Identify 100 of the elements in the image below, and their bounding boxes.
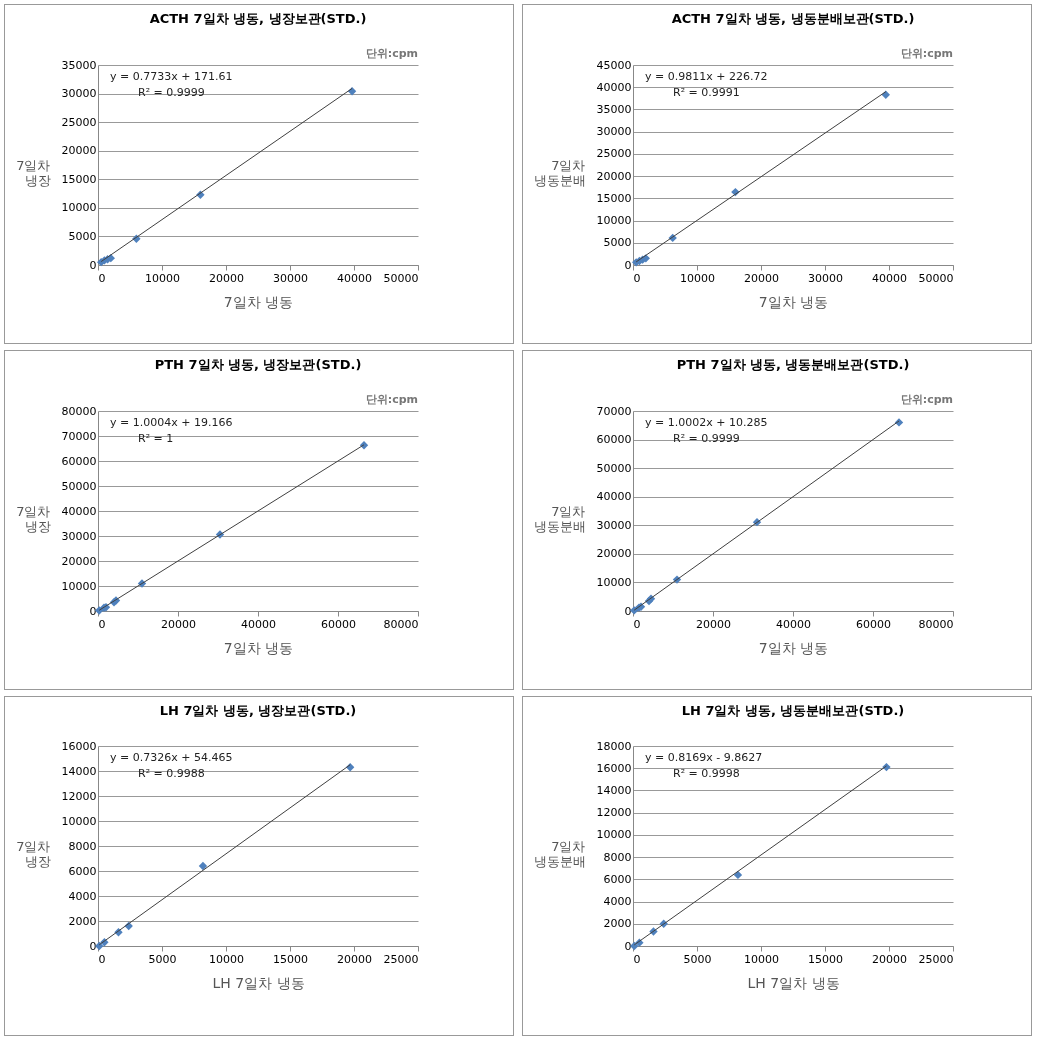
annotation: y = 1.0002x + 10.285 xyxy=(645,416,768,429)
annotation: y = 0.9811x + 226.72 xyxy=(645,70,768,83)
y-tick-label: 50000 xyxy=(61,479,97,493)
y-tick-label: 6000 xyxy=(603,872,632,886)
x-tick-label: 20000 xyxy=(744,271,779,285)
chart-title: ACTH 7일차 냉동, 냉장보관(STD.) xyxy=(149,11,367,26)
y-tick-label: 30000 xyxy=(61,529,97,543)
x-tick-label: 40000 xyxy=(872,271,907,285)
y-tick-label: 18000 xyxy=(596,739,632,753)
x-axis-title: 7일차 냉동 xyxy=(758,639,829,656)
chart-subtitle: 단위:cpm xyxy=(365,393,418,406)
x-tick-label: 30000 xyxy=(808,271,843,285)
x-axis-title: 7일차 냉동 xyxy=(758,293,829,310)
y-tick-label: 6000 xyxy=(68,864,97,878)
x-tick-label: 15000 xyxy=(808,952,843,966)
x-tick-label: 20000 xyxy=(337,952,372,966)
y-tick-label: 10000 xyxy=(596,575,632,589)
annotation: R² = 0.9991 xyxy=(673,86,740,99)
y-tick-label: 50000 xyxy=(596,461,632,475)
x-tick-label: 20000 xyxy=(161,617,196,631)
annotation: y = 1.0004x + 19.166 xyxy=(110,416,233,429)
y-tick-label: 60000 xyxy=(61,454,97,468)
y-tick-label: 10000 xyxy=(596,828,632,842)
y-tick-label: 10000 xyxy=(61,201,97,215)
chart-subtitle: 단위:cpm xyxy=(900,393,953,406)
y-tick-label: 5000 xyxy=(603,236,632,250)
y-tick-label: 10000 xyxy=(61,814,97,828)
annotation: R² = 1 xyxy=(138,432,174,445)
annotation: R² = 0.9999 xyxy=(138,86,205,99)
y-tick-label: 25000 xyxy=(61,115,97,129)
y-tick-label: 40000 xyxy=(596,80,632,94)
x-tick-label: 60000 xyxy=(856,617,891,631)
chart-title: LH 7일차 냉동, 냉장보관(STD.) xyxy=(159,703,357,718)
y-tick-label: 15000 xyxy=(61,172,97,186)
y-axis-title: 7일차 냉동분배 xyxy=(533,503,586,534)
y-tick-label: 35000 xyxy=(61,58,97,72)
y-tick-label: 8000 xyxy=(603,850,632,864)
y-tick-label: 25000 xyxy=(596,147,632,161)
x-tick-label: 10000 xyxy=(209,952,244,966)
x-tick-label: 20000 xyxy=(872,952,907,966)
y-tick-label: 80000 xyxy=(61,404,97,418)
y-tick-label: 0 xyxy=(624,604,632,618)
chart-title: LH 7일차 냉동, 냉동분배보관(STD.) xyxy=(681,703,905,718)
y-tick-label: 8000 xyxy=(68,839,97,853)
y-tick-label: 2000 xyxy=(68,914,97,928)
y-tick-label: 0 xyxy=(624,939,632,953)
annotation: y = 0.7326x + 54.465 xyxy=(110,751,233,764)
y-tick-label: 14000 xyxy=(596,783,632,797)
x-axis-title: LH 7일차 냉동 xyxy=(212,974,305,991)
y-axis-title: 7일차 냉장 xyxy=(16,838,51,869)
x-tick-label: 0 xyxy=(98,271,106,285)
y-tick-label: 70000 xyxy=(596,404,632,418)
x-tick-label: 10000 xyxy=(680,271,715,285)
x-axis-title: 7일차 냉동 xyxy=(223,639,294,656)
x-tick-label: 40000 xyxy=(776,617,811,631)
y-tick-label: 14000 xyxy=(61,764,97,778)
y-tick-label: 35000 xyxy=(596,102,632,116)
x-tick-label: 50000 xyxy=(383,271,419,285)
x-tick-label: 5000 xyxy=(148,952,177,966)
y-tick-label: 60000 xyxy=(596,433,632,447)
annotation: R² = 0.9999 xyxy=(673,432,740,445)
annotation: R² = 0.9988 xyxy=(138,767,205,780)
x-tick-label: 80000 xyxy=(383,617,419,631)
y-tick-label: 12000 xyxy=(596,806,632,820)
x-tick-label: 50000 xyxy=(918,271,954,285)
x-tick-label: 60000 xyxy=(321,617,356,631)
chart-title: ACTH 7일차 냉동, 냉동분배보관(STD.) xyxy=(671,11,915,26)
x-tick-label: 40000 xyxy=(337,271,372,285)
x-axis-title: 7일차 냉동 xyxy=(223,293,294,310)
x-tick-label: 30000 xyxy=(273,271,308,285)
annotation: R² = 0.9998 xyxy=(673,767,740,780)
y-tick-label: 70000 xyxy=(61,429,97,443)
chart-subtitle: 단위:cpm xyxy=(365,47,418,60)
x-tick-label: 25000 xyxy=(383,952,419,966)
y-tick-label: 5000 xyxy=(68,229,97,243)
x-tick-label: 15000 xyxy=(273,952,308,966)
y-tick-label: 10000 xyxy=(596,214,632,228)
x-tick-label: 10000 xyxy=(145,271,180,285)
x-tick-label: 5000 xyxy=(683,952,712,966)
y-tick-label: 20000 xyxy=(61,554,97,568)
y-axis-title: 7일차 냉장 xyxy=(16,157,51,188)
chart-title: PTH 7일차 냉동, 냉동분배보관(STD.) xyxy=(676,357,910,372)
x-tick-label: 10000 xyxy=(744,952,779,966)
y-axis-title: 7일차 냉동분배 xyxy=(533,157,586,188)
y-tick-label: 20000 xyxy=(61,144,97,158)
y-tick-label: 16000 xyxy=(596,761,632,775)
y-tick-label: 12000 xyxy=(61,789,97,803)
x-tick-label: 0 xyxy=(633,271,641,285)
y-tick-label: 2000 xyxy=(603,917,632,931)
annotation: y = 0.7733x + 171.61 xyxy=(110,70,233,83)
x-tick-label: 0 xyxy=(633,952,641,966)
y-axis-title: 7일차 냉장 xyxy=(16,503,51,534)
chart-title: PTH 7일차 냉동, 냉장보관(STD.) xyxy=(154,357,362,372)
y-tick-label: 4000 xyxy=(603,895,632,909)
x-tick-label: 25000 xyxy=(918,952,954,966)
x-tick-label: 0 xyxy=(98,952,106,966)
x-tick-label: 80000 xyxy=(918,617,954,631)
y-tick-label: 20000 xyxy=(596,547,632,561)
y-tick-label: 40000 xyxy=(596,490,632,504)
chart-subtitle: 단위:cpm xyxy=(900,47,953,60)
